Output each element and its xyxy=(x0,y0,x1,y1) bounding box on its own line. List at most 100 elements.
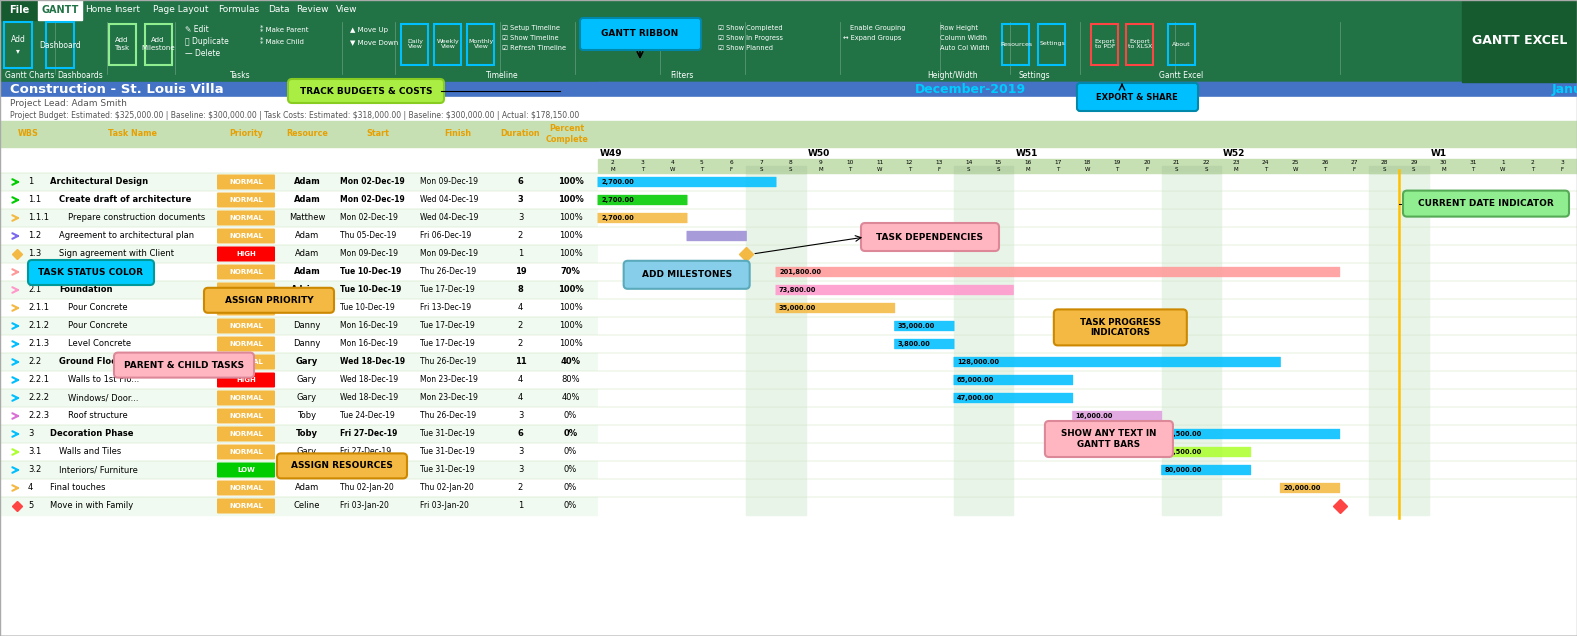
Text: January-: January- xyxy=(1552,83,1577,96)
Text: 80,000.00: 80,000.00 xyxy=(1165,467,1202,473)
Text: Export
to XLSX: Export to XLSX xyxy=(1128,39,1153,50)
Bar xyxy=(1191,227,1221,245)
Bar xyxy=(0,0,38,20)
Bar xyxy=(1162,281,1191,299)
Text: Tue 17-Dec-19: Tue 17-Dec-19 xyxy=(419,322,475,331)
FancyBboxPatch shape xyxy=(218,408,274,424)
Bar xyxy=(1191,191,1221,209)
Bar xyxy=(1162,166,1191,173)
Text: Weekly
View: Weekly View xyxy=(437,39,459,50)
Text: Mon 16-Dec-19: Mon 16-Dec-19 xyxy=(341,340,397,349)
Text: T: T xyxy=(1263,167,1268,172)
Text: Gantt Charts: Gantt Charts xyxy=(5,71,55,80)
Bar xyxy=(746,209,776,227)
Text: Settings: Settings xyxy=(1039,41,1064,46)
Text: Page Layout: Page Layout xyxy=(153,6,208,15)
Text: Height/Width: Height/Width xyxy=(927,71,978,80)
Text: Agreement to architectural plan: Agreement to architectural plan xyxy=(58,232,194,240)
Bar xyxy=(1162,461,1191,479)
Text: Add
Milestone: Add Milestone xyxy=(142,38,175,50)
Text: Mon 09-Dec-19: Mon 09-Dec-19 xyxy=(419,249,478,258)
Text: 6: 6 xyxy=(517,177,524,186)
Bar xyxy=(1462,0,1577,82)
Bar xyxy=(0,209,598,227)
Text: Adam: Adam xyxy=(293,268,320,277)
Text: Fri 27-Dec-19: Fri 27-Dec-19 xyxy=(341,448,391,457)
Bar xyxy=(984,281,1014,299)
Bar xyxy=(776,353,806,371)
Text: 4: 4 xyxy=(670,160,673,165)
Bar xyxy=(0,335,598,353)
Text: Mon 09-Dec-19: Mon 09-Dec-19 xyxy=(341,249,397,258)
Text: Tue 17-Dec-19: Tue 17-Dec-19 xyxy=(419,286,475,294)
Text: Row Height: Row Height xyxy=(940,25,978,31)
Bar xyxy=(984,389,1014,407)
Text: T: T xyxy=(848,167,852,172)
Text: 2.2.1: 2.2.1 xyxy=(28,375,49,385)
Text: Thu 02-Jan-20: Thu 02-Jan-20 xyxy=(341,483,394,492)
Bar xyxy=(598,407,1577,425)
Bar xyxy=(1369,299,1399,317)
Bar xyxy=(954,299,984,317)
Text: Celine: Celine xyxy=(293,502,320,511)
FancyBboxPatch shape xyxy=(954,375,1074,385)
Text: Interiors/ Furniture: Interiors/ Furniture xyxy=(58,466,137,474)
Bar xyxy=(1191,407,1221,425)
Text: NORMAL: NORMAL xyxy=(229,503,263,509)
Text: 0%: 0% xyxy=(565,466,577,474)
FancyBboxPatch shape xyxy=(28,260,155,285)
Text: 2,700.00: 2,700.00 xyxy=(601,197,634,203)
Bar xyxy=(1399,166,1429,173)
Text: Sign agreement with Client: Sign agreement with Client xyxy=(58,249,173,258)
Bar xyxy=(1191,461,1221,479)
Bar xyxy=(1399,443,1429,461)
Text: Wed 04-Dec-19: Wed 04-Dec-19 xyxy=(419,214,478,223)
FancyBboxPatch shape xyxy=(218,499,274,513)
Text: 13: 13 xyxy=(935,160,943,165)
Bar xyxy=(984,497,1014,515)
Text: 6: 6 xyxy=(730,160,733,165)
Text: Thu 05-Dec-19: Thu 05-Dec-19 xyxy=(341,232,396,240)
Bar xyxy=(1399,425,1429,443)
Text: Daily
View: Daily View xyxy=(407,39,423,50)
Bar xyxy=(746,281,776,299)
Bar xyxy=(145,24,172,65)
FancyBboxPatch shape xyxy=(598,213,688,223)
FancyBboxPatch shape xyxy=(894,321,954,331)
Text: 100%: 100% xyxy=(558,195,583,205)
Bar xyxy=(401,24,427,65)
FancyBboxPatch shape xyxy=(1281,483,1340,493)
FancyBboxPatch shape xyxy=(218,445,274,459)
Bar xyxy=(598,389,1577,407)
Text: NORMAL: NORMAL xyxy=(229,449,263,455)
Text: Column Width: Column Width xyxy=(940,35,987,41)
Bar xyxy=(1191,335,1221,353)
Text: Fri 27-Dec-19: Fri 27-Dec-19 xyxy=(341,466,391,474)
Bar xyxy=(954,371,984,389)
FancyBboxPatch shape xyxy=(598,177,776,187)
Bar xyxy=(954,497,984,515)
Text: Mon 09-Dec-19: Mon 09-Dec-19 xyxy=(419,177,478,186)
Bar xyxy=(954,227,984,245)
Bar xyxy=(776,389,806,407)
Bar xyxy=(1369,281,1399,299)
Text: View: View xyxy=(336,6,358,15)
Text: 20,000.00: 20,000.00 xyxy=(1284,485,1320,491)
Text: 1: 1 xyxy=(517,249,524,258)
Bar xyxy=(954,166,984,173)
Bar xyxy=(1369,245,1399,263)
Text: S: S xyxy=(760,167,763,172)
Text: S: S xyxy=(1383,167,1386,172)
Bar xyxy=(1369,335,1399,353)
Text: 14: 14 xyxy=(965,160,973,165)
Bar xyxy=(0,371,598,389)
Text: 21: 21 xyxy=(1173,160,1180,165)
Text: Fri 03-Jan-20: Fri 03-Jan-20 xyxy=(341,502,390,511)
Text: Data: Data xyxy=(268,6,289,15)
FancyBboxPatch shape xyxy=(954,393,1074,403)
Text: Adam: Adam xyxy=(293,177,320,186)
Bar xyxy=(984,335,1014,353)
Bar xyxy=(1191,389,1221,407)
Bar xyxy=(0,263,598,281)
Bar xyxy=(954,245,984,263)
